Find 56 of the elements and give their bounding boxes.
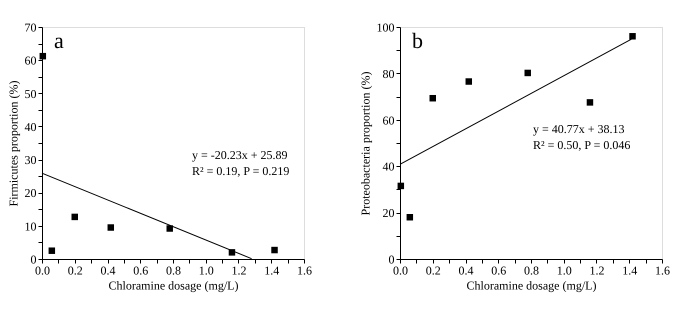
y-tick-label: 0 xyxy=(388,252,394,266)
x-tick-label: 1.2 xyxy=(232,264,246,278)
x-tick-label: 0.8 xyxy=(524,264,539,278)
annotation: R² = 0.50, P = 0.046 xyxy=(533,138,630,152)
point xyxy=(466,78,472,85)
point xyxy=(524,70,531,76)
point xyxy=(166,225,173,232)
x-tick-label: 0.0 xyxy=(35,264,50,278)
y-tick-label: 60 xyxy=(382,113,394,128)
y-tick-label: 100 xyxy=(376,20,394,34)
annotation: b xyxy=(412,28,423,53)
annotation: y = -20.23x + 25.89 xyxy=(192,148,288,162)
x-tick-label: 1.4 xyxy=(622,264,638,278)
y-tick-label: 60 xyxy=(24,54,36,68)
x-tick-label: 0.4 xyxy=(458,264,474,278)
y-tick-label: 30 xyxy=(24,153,36,168)
x-tick-label: 1.6 xyxy=(655,264,670,278)
x-tick-label: 0.6 xyxy=(133,264,148,278)
point xyxy=(40,52,46,60)
x-axis-title: Chloramine dosage (mg/L) xyxy=(108,278,238,292)
point xyxy=(108,224,114,231)
y-axis-title: Proteobacteria proportion (%) xyxy=(358,72,372,216)
x-tick-label: 0.0 xyxy=(393,264,408,278)
x-tick-label: 0.2 xyxy=(68,264,83,278)
y-tick-label: 20 xyxy=(24,186,36,200)
x-tick-label: 1.2 xyxy=(590,264,604,278)
annotation: y = 40.77x + 38.13 xyxy=(533,122,625,136)
x-tick-label: 0.6 xyxy=(491,264,506,278)
y-tick-label: 0 xyxy=(30,252,36,266)
x-axis-title: Chloramine dosage (mg/L) xyxy=(466,278,596,292)
y-axis-title: Firmicutes proportion (%) xyxy=(6,80,20,206)
y-tick-label: 20 xyxy=(382,206,394,220)
y-tick-label: 80 xyxy=(382,66,394,81)
x-tick-label: 0.4 xyxy=(100,264,116,278)
y-tick-label: 50 xyxy=(24,86,36,101)
annotation: R² = 0.19, P = 0.219 xyxy=(192,164,290,178)
y-tick-label: 40 xyxy=(382,160,394,174)
y-tick-label: 70 xyxy=(24,20,36,34)
y-tick-label: 10 xyxy=(24,219,36,234)
x-tick-label: 1.6 xyxy=(297,264,312,278)
point xyxy=(228,249,236,256)
point xyxy=(72,214,78,220)
x-tick-label: 0.2 xyxy=(426,264,441,278)
point xyxy=(586,99,594,106)
x-tick-label: 0.8 xyxy=(166,264,181,278)
y-tick-label: 40 xyxy=(24,120,36,134)
point xyxy=(629,33,636,40)
x-tick-label: 1.0 xyxy=(198,264,214,278)
point xyxy=(406,214,414,220)
point xyxy=(271,246,278,254)
annotation: a xyxy=(54,28,64,53)
x-tick-label: 1.0 xyxy=(556,264,572,278)
point xyxy=(430,94,436,102)
x-tick-label: 1.4 xyxy=(264,264,280,278)
point xyxy=(398,182,404,190)
point xyxy=(48,247,56,254)
